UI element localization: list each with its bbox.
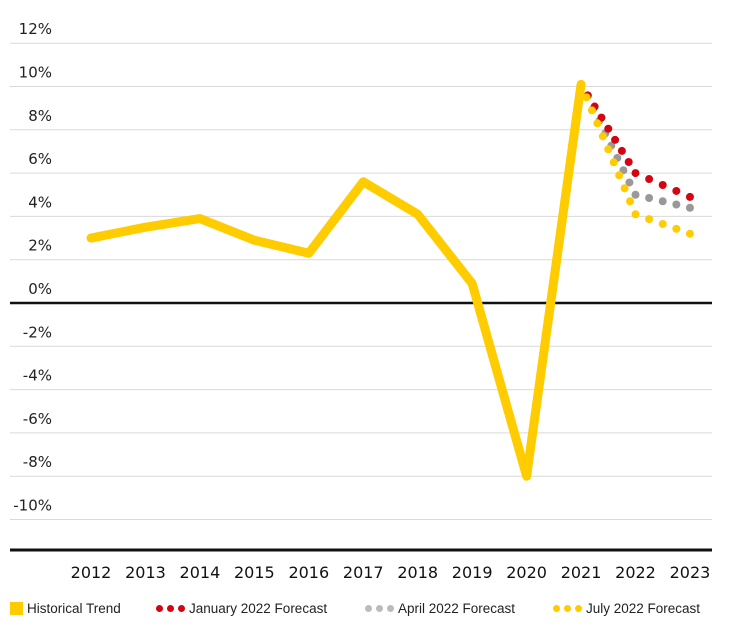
forecast-dot — [631, 169, 640, 178]
forecast-dot — [672, 186, 681, 195]
forecast-dot — [625, 178, 634, 187]
forecast-dot — [604, 124, 613, 133]
y-tick-label: 6% — [28, 150, 52, 168]
forecast-dot — [593, 119, 602, 128]
forecast-dot — [609, 158, 618, 167]
forecast-dot — [611, 135, 620, 144]
forecast-dot — [631, 210, 640, 219]
series-line-july-2022-forecast — [582, 93, 694, 238]
axes — [10, 301, 712, 552]
forecast-dot — [685, 203, 694, 212]
series — [86, 79, 694, 481]
legend-item-january[interactable]: January 2022 Forecast — [156, 598, 327, 618]
forecast-dot — [658, 219, 667, 228]
forecast-dot — [685, 229, 694, 238]
x-tick-label: 2014 — [180, 563, 221, 582]
forecast-dot — [620, 184, 629, 193]
y-axis-ticks: 12% 10% 8% 6% 4% 2% 0% -2% -4% -6% -8% -10% — [13, 20, 52, 514]
forecast-dot — [658, 197, 667, 206]
legend-item-april[interactable]: April 2022 Forecast — [365, 598, 515, 618]
y-tick-label: 12% — [19, 20, 52, 38]
forecast-dot — [624, 158, 633, 167]
forecast-dot — [645, 215, 654, 224]
forecast-dot — [645, 175, 654, 184]
dotted-line-icon — [553, 604, 582, 612]
y-tick-label: -2% — [23, 323, 52, 341]
dotted-line-icon — [156, 604, 185, 612]
forecast-dot — [658, 181, 667, 190]
y-tick-label: 2% — [28, 237, 52, 255]
forecast-dot — [631, 190, 640, 199]
x-tick-label: 2019 — [452, 563, 493, 582]
forecast-dot — [587, 106, 596, 115]
forecast-dot — [604, 145, 613, 154]
legend-item-july[interactable]: July 2022 Forecast — [553, 598, 700, 618]
y-tick-label: -10% — [13, 497, 52, 515]
legend: Historical Trend January 2022 Forecast A… — [0, 598, 740, 620]
legend-label: April 2022 Forecast — [398, 600, 516, 616]
series-line-january-2022-forecast — [583, 91, 694, 201]
legend-item-historical[interactable]: Historical Trend — [10, 598, 121, 618]
y-tick-label: 10% — [19, 64, 52, 82]
x-tick-label: 2020 — [506, 563, 547, 582]
x-tick-label: 2017 — [343, 563, 384, 582]
forecast-dot — [626, 197, 635, 206]
dotted-line-icon — [365, 604, 394, 612]
y-tick-label: 4% — [28, 193, 52, 211]
y-tick-label: -8% — [23, 453, 52, 471]
legend-label: January 2022 Forecast — [189, 600, 328, 616]
x-tick-label: 2018 — [397, 563, 438, 582]
x-tick-label: 2016 — [288, 563, 329, 582]
x-axis-ticks: 2012 2013 2014 2015 2016 2017 2018 2019 2020 2021… — [71, 563, 711, 582]
x-tick-label: 2013 — [125, 563, 166, 582]
x-tick-label: 2021 — [561, 563, 602, 582]
x-tick-label: 2012 — [71, 563, 112, 582]
series-line-historical-trend — [86, 79, 586, 481]
forecast-dot — [617, 146, 626, 155]
forecast-dot — [645, 193, 654, 202]
growth-line-chart: 12%10%8%6%4%2%0%-2%-4%-6%-8%-10% 2012 201… — [10, 20, 712, 582]
forecast-dot — [615, 171, 624, 180]
forecast-dot — [672, 224, 681, 233]
y-tick-label: -4% — [23, 367, 52, 385]
forecast-dot — [597, 113, 606, 122]
forecast-dot — [598, 132, 607, 141]
y-tick-label: 8% — [28, 107, 52, 125]
y-tick-label: -6% — [23, 410, 52, 428]
x-tick-label: 2015 — [234, 563, 275, 582]
x-tick-label: 2022 — [615, 563, 656, 582]
legend-label: Historical Trend — [27, 600, 121, 616]
historical-swatch-icon — [10, 601, 23, 615]
legend-label: July 2022 Forecast — [586, 600, 701, 616]
y-tick-label: 0% — [28, 280, 52, 298]
forecast-dot — [672, 200, 681, 209]
grid-lines — [10, 42, 712, 520]
forecast-dot — [582, 93, 591, 102]
x-tick-label: 2023 — [670, 563, 711, 582]
forecast-dot — [685, 192, 694, 201]
